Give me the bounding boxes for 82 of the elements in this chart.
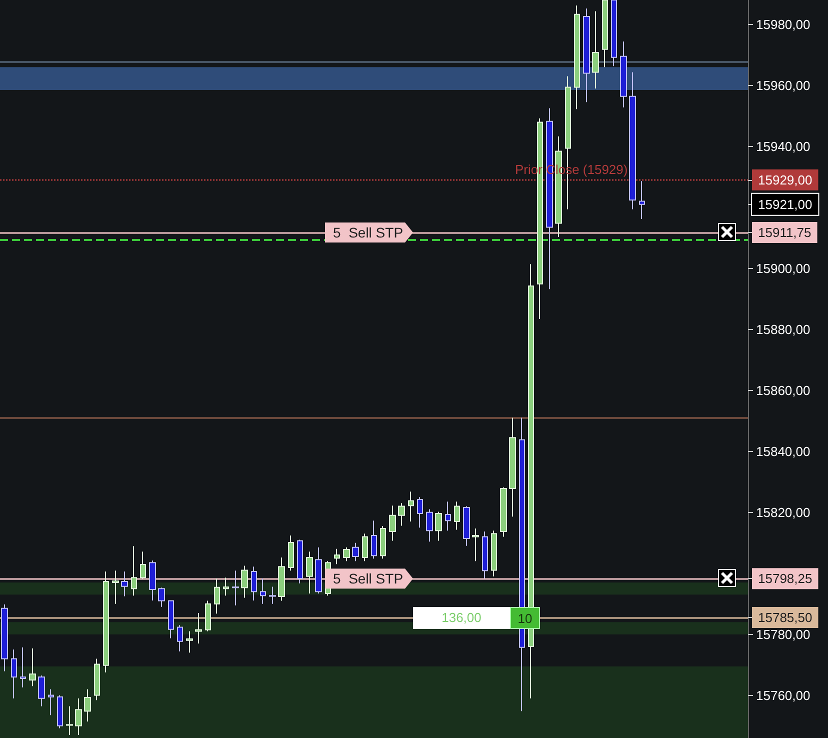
- y-tick-label: 15840,00: [756, 444, 810, 459]
- y-tick-label: 15980,00: [756, 16, 810, 32]
- candlestick: [574, 4, 580, 110]
- candlestick: [1, 604, 8, 672]
- candlestick: [398, 502, 405, 526]
- quantity-box: 10: [510, 606, 540, 629]
- candlestick: [500, 486, 507, 538]
- candlestick: [260, 578, 266, 604]
- y-tick-label: 15760,00: [756, 688, 810, 703]
- candlestick: [140, 551, 146, 580]
- candlestick: [168, 600, 174, 639]
- candlestick: [251, 566, 257, 601]
- candlestick: [57, 694, 63, 729]
- candlestick: [297, 539, 303, 584]
- candlestick: [278, 556, 285, 602]
- candlestick: [454, 501, 460, 530]
- candlestick: [352, 542, 359, 562]
- candlestick: [112, 570, 119, 604]
- candlestick: [629, 72, 636, 210]
- candlestick: [20, 646, 26, 688]
- y-tick-label: 15820,00: [756, 504, 810, 520]
- candlestick: [158, 587, 165, 608]
- candlestick: [509, 417, 516, 518]
- candlestick: [232, 570, 239, 606]
- candlestick: [48, 688, 54, 716]
- y-tick-label: 15785,50: [758, 610, 812, 626]
- candlestick: [445, 501, 451, 532]
- candlestick: [611, 0, 617, 67]
- candlestick: [177, 624, 183, 652]
- candlestick: [417, 496, 423, 528]
- candlestick: [11, 649, 17, 699]
- candlestick: [482, 531, 488, 580]
- candlestick: [639, 180, 645, 220]
- candlestick: [131, 546, 137, 596]
- candlestick: [343, 546, 350, 562]
- candlestick: [75, 698, 82, 736]
- candlestick: [66, 706, 73, 736]
- order-box: 136,00: [413, 606, 510, 629]
- candlestick: [223, 577, 229, 596]
- candlestick: [103, 570, 109, 673]
- candlestick: [214, 578, 220, 614]
- candlestick: [380, 526, 386, 560]
- y-tick-label: 15860,00: [756, 382, 810, 398]
- candlestick: [269, 586, 276, 604]
- candlestick: [583, 8, 590, 103]
- candlestick: [602, 0, 608, 68]
- y-tick-label: 15940,00: [756, 138, 810, 154]
- y-tick-label: 15960,00: [756, 78, 810, 93]
- candlestick: [620, 40, 627, 108]
- candlestick: [288, 535, 294, 572]
- candlestick: [389, 505, 396, 542]
- y-tick-label: 15880,00: [756, 322, 810, 337]
- candlestick: [592, 10, 599, 89]
- candlestick: [408, 491, 414, 522]
- y-tick-label: 15911,75: [758, 225, 812, 240]
- candlestick: [435, 511, 442, 542]
- y-tick-label: 15929,00: [758, 172, 812, 188]
- candlestick: [315, 546, 322, 594]
- y-tick-label: 15780,00: [756, 626, 810, 642]
- ref-line-label: 5 Sell STP: [333, 224, 404, 241]
- candlestick: [84, 688, 91, 722]
- candlestick: [362, 533, 368, 562]
- candlestick: [205, 600, 211, 632]
- candlestick: [195, 612, 202, 644]
- candlestick: [463, 506, 470, 546]
- ref-line-label: 5 Sell STP: [333, 570, 404, 587]
- candlestick: [241, 565, 248, 598]
- y-tick-label: 15921,00: [758, 196, 812, 212]
- y-tick-label: 15798,25: [758, 571, 812, 586]
- candlestick: [472, 528, 479, 562]
- candlestick: [121, 570, 128, 597]
- candlestick: [29, 648, 36, 687]
- candlestick: [38, 674, 45, 707]
- candlestick: [371, 520, 377, 560]
- y-tick-label: 15900,00: [756, 260, 810, 276]
- candlestick: [491, 530, 497, 577]
- candlestick: [306, 551, 313, 594]
- candlestick: [94, 658, 100, 701]
- candlestick: [186, 630, 193, 654]
- candlestick: [334, 548, 340, 565]
- candlestick: [149, 560, 156, 601]
- candlestick: [426, 508, 433, 542]
